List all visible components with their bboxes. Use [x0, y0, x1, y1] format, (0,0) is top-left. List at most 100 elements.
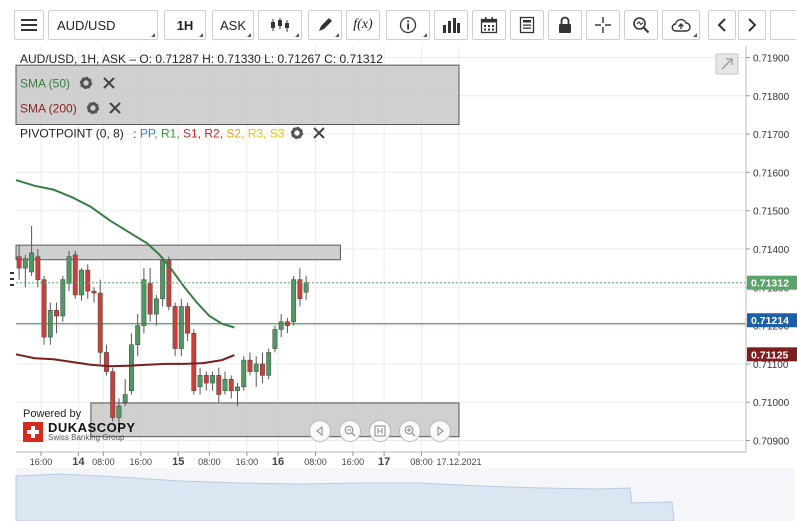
- candle-body: [110, 371, 116, 418]
- candle-body: [216, 375, 222, 395]
- price-chart[interactable]: 0.71900 0.71800 0.71700 0.71600 0.71500 0.714…: [0, 46, 797, 521]
- price-label: 0.71214: [751, 315, 789, 327]
- time-tick-label: 08:00: [198, 457, 221, 467]
- triangle-right-icon: [437, 426, 444, 436]
- powered-by-label: Powered by: [23, 408, 82, 420]
- indicators-button[interactable]: f(x): [346, 10, 380, 40]
- nav-scroll-right-button[interactable]: [429, 420, 451, 442]
- price-axis: 0.71900 0.71800 0.71700 0.71600 0.71500 0.714…: [745, 46, 797, 452]
- hamburger-icon: [21, 19, 37, 31]
- candle-body: [297, 279, 303, 300]
- sma50-line: [15, 179, 235, 329]
- candle-body: [128, 344, 134, 391]
- more-button[interactable]: [770, 10, 797, 40]
- price-tick-label: 0.71000: [753, 398, 790, 409]
- candles: [16, 226, 309, 433]
- price-label-bg: [747, 347, 797, 362]
- nav-zoom-in-button[interactable]: [399, 420, 421, 442]
- upload-button[interactable]: [662, 10, 700, 40]
- candle-body: [54, 310, 59, 317]
- support-resistance-zones: [15, 64, 460, 438]
- dropdown-corner-icon: [199, 33, 203, 37]
- sma200-remove-button[interactable]: [109, 102, 122, 117]
- sma50-label: SMA (50): [20, 76, 71, 91]
- gear-icon: [86, 101, 100, 115]
- candle-body: [203, 375, 209, 384]
- price-label: 0.71312: [751, 278, 789, 290]
- price-zone: [90, 402, 460, 438]
- chart-toolbar: AUD/USD 1H ASK f(x): [0, 0, 797, 46]
- price-tick-label: 0.71800: [753, 92, 790, 103]
- pivot-remove-button[interactable]: [313, 127, 325, 142]
- info-icon: [399, 16, 417, 34]
- dropdown-corner-icon: [247, 33, 251, 37]
- candle-body: [91, 290, 97, 294]
- time-tick-label: 17.12.2021: [436, 457, 481, 467]
- candle-body: [185, 306, 191, 334]
- nav-zoom-out-button[interactable]: [339, 420, 361, 442]
- time-tick-label: 16:00: [30, 457, 53, 467]
- drawing-tools-button[interactable]: [308, 10, 342, 40]
- close-icon: [102, 77, 115, 89]
- price-side-select[interactable]: ASK: [212, 10, 254, 40]
- time-tick-label: 17: [378, 456, 390, 468]
- price-tick-label: 0.71400: [753, 245, 790, 256]
- dropdown-corner-icon: [693, 33, 697, 37]
- candle-body: [85, 269, 91, 292]
- sma200-label: SMA (200): [20, 101, 77, 116]
- candle-body: [191, 333, 197, 391]
- gear-icon: [290, 126, 304, 140]
- pivot-s1: S1,: [183, 126, 202, 141]
- time-tick-label: 14: [72, 456, 85, 468]
- candle-body: [266, 352, 272, 376]
- candle-body: [228, 378, 234, 391]
- scroll-right-button[interactable]: [738, 10, 766, 40]
- symbol-label: AUD/USD: [57, 17, 116, 33]
- time-tick-label: 08:00: [304, 457, 327, 467]
- symbol-select[interactable]: AUD/USD: [48, 10, 158, 40]
- navigator[interactable]: [15, 468, 794, 521]
- sma50-remove-button[interactable]: [102, 77, 115, 92]
- menu-button[interactable]: [14, 10, 44, 40]
- time-tick-label: 16: [272, 456, 284, 468]
- candle-body: [235, 386, 240, 391]
- candle-body: [116, 405, 122, 418]
- nav-scroll-left-button[interactable]: [309, 420, 331, 442]
- powered-by-logo: Powered by DUKASCOPY Swiss Banking Group: [23, 408, 136, 442]
- candle-body: [247, 359, 253, 372]
- chart-type-button[interactable]: [258, 10, 302, 40]
- lock-button[interactable]: [548, 10, 582, 40]
- drag-handle-icon: [10, 284, 14, 286]
- timeframe-select[interactable]: 1H: [164, 10, 206, 40]
- pivot-label: PIVOTPOINT (0, 8): [20, 126, 124, 141]
- brand-tagline: Swiss Banking Group: [48, 433, 125, 442]
- ohlc-readout: AUD/USD, 1H, ASK – O: 0.71287 H: 0.71330…: [20, 52, 383, 66]
- fx-label: f(x): [353, 17, 373, 32]
- news-button[interactable]: [510, 10, 544, 40]
- nav-reset-button[interactable]: [369, 420, 391, 442]
- volume-button[interactable]: [434, 10, 468, 40]
- candle-body: [66, 256, 72, 284]
- scroll-left-button[interactable]: [708, 10, 736, 40]
- brand-name: DUKASCOPY: [48, 420, 136, 435]
- candle-body: [291, 279, 297, 323]
- price-label-bg: [747, 275, 797, 290]
- moving-averages: [15, 179, 235, 368]
- zoom-button[interactable]: [624, 10, 658, 40]
- candle-body: [153, 298, 159, 315]
- price-tick-label: 0.71700: [753, 130, 790, 141]
- info-button[interactable]: [386, 10, 430, 40]
- time-axis: 16:00 14 08:00 16:00 15 08:00 16:00 16 08:00 16:0…: [16, 451, 746, 468]
- candle-body: [260, 363, 265, 376]
- candle-body: [97, 292, 103, 353]
- sma200-settings-button[interactable]: [86, 101, 100, 118]
- pivot-settings-button[interactable]: [290, 126, 304, 143]
- candle-body: [278, 321, 284, 330]
- time-tick-label: 16:00: [130, 457, 153, 467]
- calendar-button[interactable]: [472, 10, 506, 40]
- candle-body: [60, 279, 66, 317]
- candle-body: [241, 359, 247, 388]
- candle-body: [104, 352, 109, 372]
- sma50-settings-button[interactable]: [79, 76, 93, 93]
- crosshair-button[interactable]: [586, 10, 620, 40]
